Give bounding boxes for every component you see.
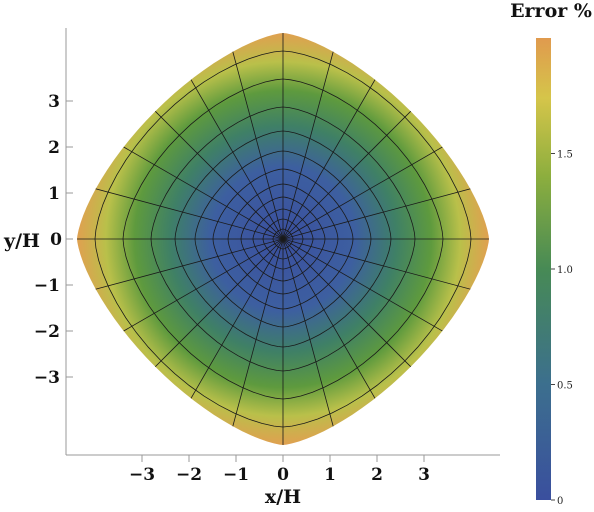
x-ticks: −3 −2 −1 0 1 2 3 (129, 455, 430, 485)
x-tick-label: 1 (324, 465, 336, 485)
colorbar-tick-label: 0.5 (557, 381, 573, 392)
mesh-spoke (77, 171, 284, 240)
y-tick-label: −1 (34, 276, 60, 296)
mesh-ring (194, 150, 372, 328)
mesh-ring (252, 208, 314, 270)
mesh-ring (272, 228, 294, 250)
mesh-ring (122, 78, 444, 400)
mesh-ring (240, 196, 326, 282)
x-tick-label: 0 (277, 465, 289, 485)
colorbar-tick-label: 1.5 (557, 150, 573, 161)
mesh-spoke (282, 238, 489, 307)
y-tick-label: 1 (48, 184, 60, 204)
mesh-ring (150, 106, 416, 372)
colorbar-ticks: 0 0.5 1.0 1.5 (551, 150, 573, 507)
mesh-spoke (282, 171, 489, 240)
y-tick-label: 3 (48, 92, 60, 112)
x-axis-label: x/H (265, 486, 301, 508)
mesh-ring (262, 218, 304, 260)
mesh-ring (212, 168, 354, 310)
x-tick-label: −2 (176, 465, 202, 485)
mesh-spoke (215, 238, 284, 445)
colorbar-tick-label: 1.0 (557, 265, 573, 276)
colorbar: 0 0.5 1.0 1.5 Error % (510, 0, 592, 507)
error-field (77, 33, 489, 445)
colorbar-gradient (536, 38, 551, 500)
mesh-spoke (282, 238, 351, 445)
mesh-spoke (215, 33, 284, 240)
y-ticks: 3 2 1 −1 −2 −3 0 (34, 92, 73, 388)
y-tick-label: 2 (48, 138, 60, 158)
mesh-ring (94, 50, 472, 428)
x-tick-label: 2 (371, 465, 383, 485)
y-tick-label: 0 (50, 230, 62, 250)
mesh-ring (174, 130, 392, 348)
mesh-ring (227, 183, 339, 295)
x-tick-label: −3 (129, 465, 155, 485)
colorbar-title: Error % (510, 0, 592, 22)
x-tick-label: 3 (418, 465, 430, 485)
x-tick-label: −1 (223, 465, 249, 485)
colorbar-tick-label: 0 (557, 496, 563, 507)
y-axis-label: y/H (3, 230, 40, 252)
y-tick-label: −2 (34, 322, 60, 342)
mesh-spoke (282, 33, 351, 240)
mesh-spoke (77, 238, 284, 307)
y-tick-label: −3 (34, 368, 60, 388)
